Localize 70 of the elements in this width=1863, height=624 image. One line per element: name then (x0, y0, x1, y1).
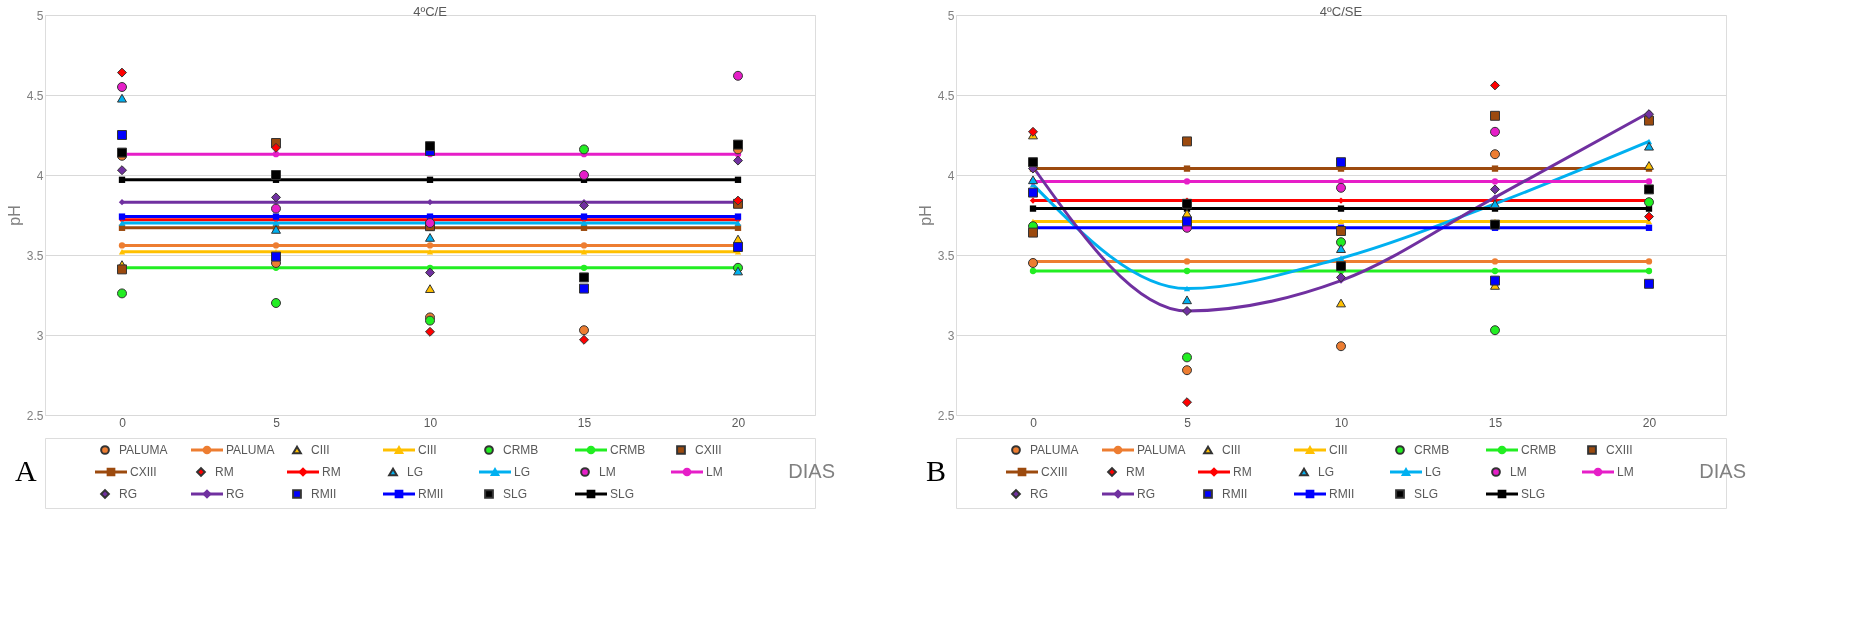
x-tick-label: 15 (1488, 415, 1503, 430)
legend-label: RG (226, 487, 244, 501)
legend-label: CIII (1329, 443, 1348, 457)
legend-label: PALUMA (226, 443, 275, 457)
legend-label: RMII (311, 487, 337, 501)
text: B (926, 454, 947, 487)
legend-label: CXIII (130, 465, 157, 479)
legend-label: RM (1126, 465, 1145, 479)
y-tick-label: 3 (36, 328, 44, 343)
x-axis-title: DIAS (788, 460, 835, 482)
legend-label: RMII (1329, 487, 1355, 501)
legend-label: SLG (1521, 487, 1546, 501)
y-tick-label: 4 (36, 168, 44, 183)
legend-label: RG (1137, 487, 1155, 501)
legend-label: CIII (418, 443, 437, 457)
y-tick-label: 2.5 (937, 408, 955, 423)
x-tick-label: 5 (1184, 415, 1192, 430)
text: A (15, 454, 37, 487)
x-tick-label: 0 (119, 415, 127, 430)
y-tick-label: 4.5 (937, 88, 955, 103)
y-tick-label: 3.5 (937, 248, 955, 263)
chart-title: 4ºC/E (413, 4, 448, 19)
legend-label: SLG (503, 487, 528, 501)
legend-label: PALUMA (1137, 443, 1186, 457)
legend-label: RG (1030, 487, 1048, 501)
y-axis-title: pH (5, 205, 23, 226)
x-tick-label: 10 (423, 415, 438, 430)
legend-label: LG (514, 465, 531, 479)
legend-label: SLG (610, 487, 635, 501)
legend-label: LM (706, 465, 723, 479)
x-tick-label: 10 (1334, 415, 1349, 430)
legend-label: LG (407, 465, 424, 479)
legend-label: LG (1425, 465, 1442, 479)
x-tick-label: 5 (273, 415, 281, 430)
legend-label: PALUMA (1030, 443, 1079, 457)
y-tick-label: 5 (947, 8, 955, 23)
legend-label: RMII (418, 487, 444, 501)
legend-label: RM (215, 465, 234, 479)
legend-label: RMII (1222, 487, 1248, 501)
legend-label: SLG (1414, 487, 1439, 501)
legend-label: CRMB (610, 443, 646, 457)
legend-label: LM (1510, 465, 1527, 479)
legend-label: RM (1233, 465, 1252, 479)
legend-label: CXIII (1606, 443, 1633, 457)
x-tick-label: 20 (731, 415, 746, 430)
y-tick-label: 5 (36, 8, 44, 23)
legend-label: LG (1318, 465, 1335, 479)
y-tick-label: 2.5 (26, 408, 44, 423)
y-axis-title: pH (916, 205, 934, 226)
legend-label: LM (599, 465, 616, 479)
y-tick-label: 3 (947, 328, 955, 343)
legend-label: RM (322, 465, 341, 479)
legend-label: CIII (1222, 443, 1241, 457)
legend-label: PALUMA (119, 443, 168, 457)
legend-label: CRMB (1521, 443, 1557, 457)
y-tick-label: 4 (947, 168, 955, 183)
legend-label: CRMB (503, 443, 539, 457)
legend-label: CRMB (1414, 443, 1450, 457)
legend-label: RG (119, 487, 137, 501)
legend-label: LM (1617, 465, 1634, 479)
legend-label: CIII (311, 443, 330, 457)
y-tick-label: 3.5 (26, 248, 44, 263)
x-tick-label: 15 (577, 415, 592, 430)
legend-label: CXIII (695, 443, 722, 457)
x-tick-label: 20 (1642, 415, 1657, 430)
x-tick-label: 0 (1030, 415, 1038, 430)
chart-title: 4ºC/SE (1319, 4, 1363, 19)
y-tick-label: 4.5 (26, 88, 44, 103)
legend-label: CXIII (1041, 465, 1068, 479)
x-axis-title: DIAS (1699, 460, 1746, 482)
